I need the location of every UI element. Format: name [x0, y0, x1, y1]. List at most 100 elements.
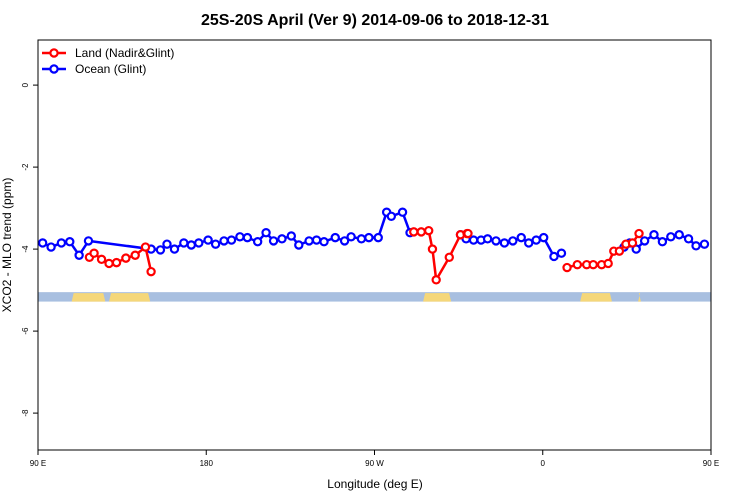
ocean-data-point	[397, 207, 408, 217]
ocean-data-point	[666, 232, 676, 242]
land-data-point	[424, 225, 434, 236]
land-data-point	[444, 252, 454, 262]
ocean-data-point	[194, 238, 204, 248]
ocean-data-point	[683, 234, 694, 244]
ocean-data-point	[311, 235, 322, 245]
ocean-data-point	[531, 235, 541, 245]
land-data-point	[111, 257, 122, 268]
ocean-data-point	[339, 236, 350, 246]
ocean-data-point	[657, 237, 668, 247]
legend-land-marker	[49, 48, 59, 58]
ocean-data-point	[364, 232, 374, 243]
ocean-data-point	[699, 239, 710, 249]
ocean-data-point	[516, 232, 526, 243]
ocean-data-point	[538, 232, 549, 243]
ocean-data-point	[373, 232, 383, 243]
x-axis: 90 E 180 90 W 0 90 E	[30, 450, 719, 468]
ocean-data-point	[508, 236, 518, 246]
land-data-point	[463, 228, 473, 239]
land-data-point	[104, 258, 114, 269]
legend: Land (Nadir&Glint) Ocean (Glint)	[42, 46, 174, 76]
surface-band	[38, 292, 711, 302]
ocean-data-point	[549, 251, 559, 262]
ocean-data-point	[242, 232, 253, 243]
land-band	[109, 293, 151, 302]
ocean-series-line	[42, 210, 412, 257]
x-tick-label: 90 W	[365, 459, 384, 468]
ocean-data-point	[210, 239, 221, 249]
land-data-point	[634, 228, 644, 239]
x-axis-label: Longitude (deg E)	[327, 477, 422, 491]
land-band	[71, 293, 106, 302]
x-tick-label: 90 E	[30, 459, 46, 468]
y-tick-label: 0	[21, 82, 30, 87]
land-data-point	[409, 227, 419, 237]
ocean-data-point	[524, 238, 534, 248]
land-band	[423, 293, 452, 302]
land-data-point	[121, 253, 131, 263]
ocean-data-point	[330, 232, 340, 243]
ocean-data-point	[56, 238, 67, 248]
ocean-data-point	[235, 232, 245, 242]
land-data-point	[146, 266, 156, 277]
plot-frame	[37, 39, 712, 451]
x-tick-label: 180	[200, 459, 214, 468]
legend-land-label: Land (Nadir&Glint)	[75, 46, 174, 60]
ocean-data-point	[468, 235, 479, 245]
legend-ocean-marker	[49, 64, 59, 74]
ocean-data-point	[169, 244, 180, 254]
ocean-data-point	[356, 234, 367, 244]
land-data-point	[627, 238, 638, 248]
y-tick-label: -2	[21, 163, 30, 171]
ocean-data-point	[491, 236, 501, 246]
ocean-data-point	[46, 242, 56, 252]
ocean-data-point	[268, 236, 279, 246]
land-data-point	[130, 250, 140, 260]
ocean-data-point	[556, 248, 567, 258]
chart-title: 25S-20S April (Ver 9) 2014-09-06 to 2018…	[201, 12, 549, 29]
x-tick-label: 0	[541, 459, 546, 468]
land-data-point	[416, 227, 426, 237]
ocean-data-point	[346, 232, 356, 242]
ocean-data-point	[155, 245, 166, 255]
ocean-data-point	[162, 239, 172, 249]
ocean-data-point	[219, 236, 229, 246]
ocean-data-point	[674, 230, 684, 240]
ocean-data-point	[37, 238, 48, 248]
land-data-point	[562, 262, 572, 273]
ocean-data-point	[482, 234, 493, 244]
y-axis-label: XCO2 - MLO trend (ppm)	[0, 178, 14, 313]
ocean-data-point	[649, 230, 659, 240]
ocean-data-point	[319, 237, 329, 247]
ocean-data-point	[691, 241, 701, 251]
land-data-point	[427, 244, 438, 254]
land-band	[638, 293, 641, 302]
ocean-data-point	[294, 240, 304, 250]
ocean-data-point	[386, 211, 397, 221]
land-data-point	[603, 258, 613, 269]
y-tick-label: -4	[21, 245, 30, 253]
x-tick-label: 90 E	[703, 459, 719, 468]
y-axis: 0 -2 -4 -6 -8	[21, 82, 38, 417]
land-band	[580, 293, 612, 302]
ocean-data-point	[252, 237, 263, 247]
land-data-point	[96, 254, 107, 265]
ocean-data-point	[203, 235, 213, 245]
land-data-point	[614, 246, 625, 256]
land-data-point	[140, 242, 151, 252]
ocean-data-point	[83, 236, 94, 246]
ocean-data-point	[639, 236, 650, 246]
land-data-point	[588, 259, 598, 270]
land-data-point	[89, 248, 99, 258]
ocean-data-point	[286, 231, 297, 241]
y-tick-label: -6	[21, 327, 30, 335]
ocean-data-point	[277, 234, 287, 244]
ocean-data-point	[65, 237, 75, 247]
ocean-band	[38, 292, 711, 302]
legend-ocean-label: Ocean (Glint)	[75, 62, 146, 76]
land-data-point	[572, 259, 583, 270]
series-layer	[37, 207, 710, 285]
ocean-data-point	[304, 236, 314, 246]
ocean-data-point	[261, 227, 271, 238]
